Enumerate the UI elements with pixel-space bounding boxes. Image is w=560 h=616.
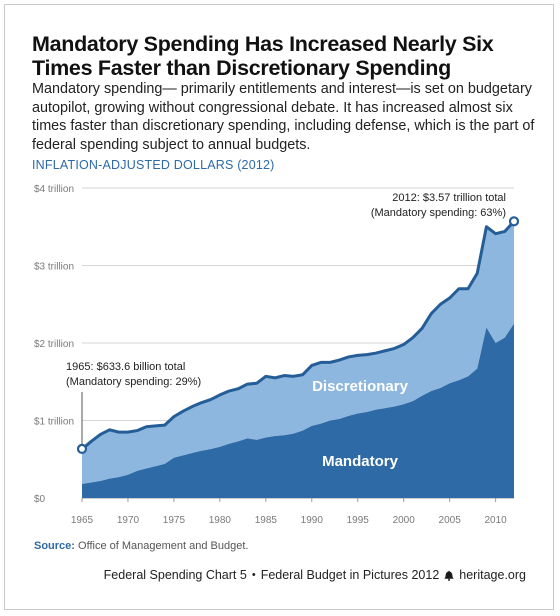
annotation-2012-line2: (Mandatory spending: 63%) <box>371 207 506 219</box>
units-label: INFLATION-ADJUSTED DOLLARS (2012) <box>32 158 275 172</box>
x-tick-label: 1965 <box>71 515 94 526</box>
annotation-1965-line1: 1965: $633.6 billion total <box>66 361 185 373</box>
annotation-2012-line1: 2012: $3.57 trillion total <box>392 192 506 204</box>
chart-frame <box>4 4 554 610</box>
source-label: Source: <box>34 540 75 552</box>
footer-separator: • <box>251 569 256 581</box>
y-tick-label: $2 trillion <box>34 339 74 350</box>
y-tick-label: $3 trillion <box>34 262 74 273</box>
x-tick-label: 2010 <box>484 515 507 526</box>
x-tick-label: 2005 <box>439 515 462 526</box>
x-tick-label: 1975 <box>163 515 186 526</box>
footer-site: heritage.org <box>459 568 526 582</box>
y-tick-label: $0 <box>34 494 46 505</box>
y-tick-label: $4 trillion <box>34 184 74 195</box>
footer-chart-name: Federal Spending Chart 5 <box>103 568 247 582</box>
footer: Federal Spending Chart 5 • Federal Budge… <box>104 568 526 582</box>
mandatory-area <box>82 323 514 498</box>
x-tick-label: 1980 <box>209 515 232 526</box>
x-tick-label: 1995 <box>347 515 370 526</box>
source-text: Office of Management and Budget. <box>78 540 249 552</box>
annotation-1965-line2: (Mandatory spending: 29%) <box>66 376 201 388</box>
annotation-1965-marker <box>76 443 88 454</box>
total-spending-line <box>81 220 516 451</box>
footer-publication: Federal Budget in Pictures 2012 <box>260 568 440 582</box>
discretionary-area <box>82 221 514 485</box>
discretionary-area-label: Discretionary <box>312 378 409 395</box>
chart-subtitle: Mandatory spending— primarily entitlemen… <box>32 81 535 153</box>
x-tick-label: 1985 <box>255 515 278 526</box>
x-tick-label: 2000 <box>393 515 416 526</box>
source-note: Source: Office of Management and Budget. <box>34 540 248 552</box>
chart-title: Mandatory Spending Has Increased Nearly … <box>32 32 494 80</box>
mandatory-area-label: Mandatory <box>322 453 399 470</box>
x-tick-label: 1970 <box>117 515 140 526</box>
liberty-bell-icon <box>444 570 454 581</box>
y-tick-label: $1 trillion <box>34 417 74 428</box>
x-tick-label: 1990 <box>301 515 324 526</box>
annotation-2012-marker <box>508 216 520 227</box>
